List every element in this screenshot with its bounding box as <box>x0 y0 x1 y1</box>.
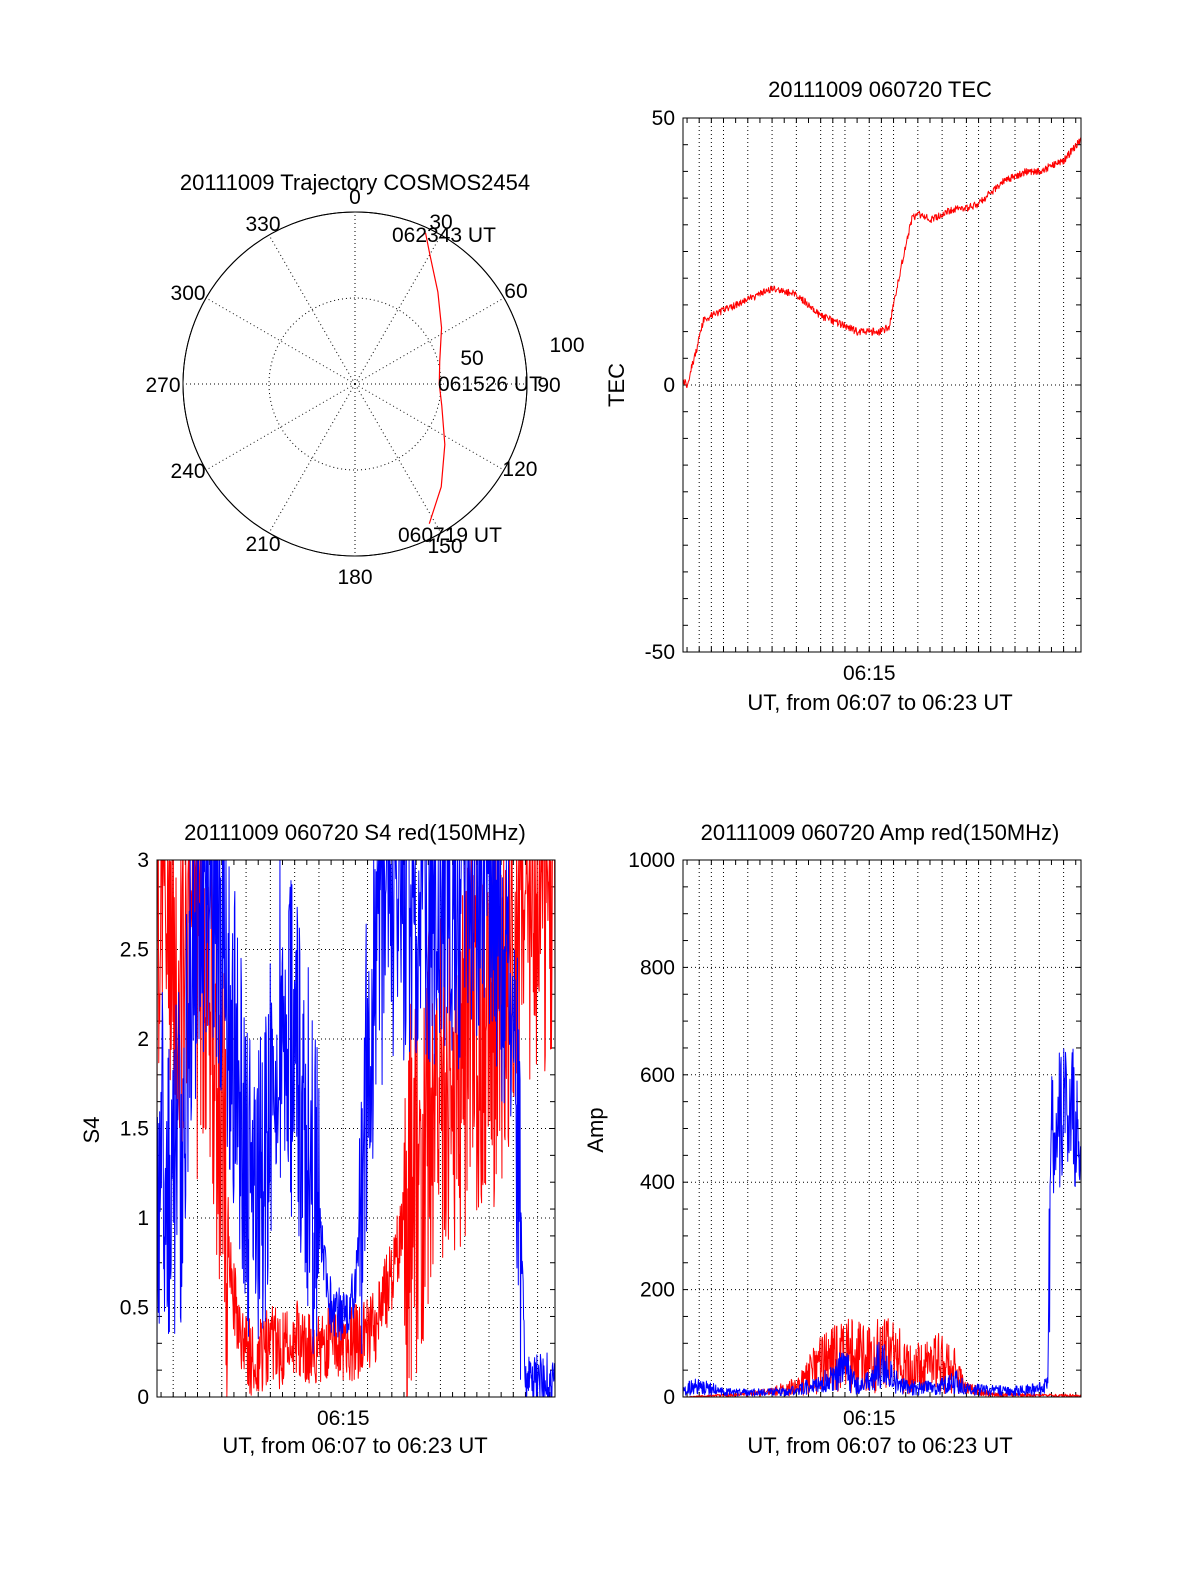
y-tick-label: 1.5 <box>120 1118 149 1141</box>
amp-panel: 20111009 060720 Amp red(150MHz) Amp UT, … <box>583 820 1082 1458</box>
polar-spoke <box>205 297 356 385</box>
polar-spoke <box>268 383 356 534</box>
tec-xlabel: UT, from 06:07 to 06:23 UT <box>747 690 1012 715</box>
polar-grid <box>182 211 528 557</box>
amp-plot-area: 0 200 400 600 800 1000 06:15 <box>628 849 1082 1430</box>
polar-track <box>424 232 446 524</box>
polar-angle-label: 30 <box>429 211 452 234</box>
polar-angle-label: 330 <box>245 213 280 236</box>
polar-spoke <box>354 383 505 471</box>
polar-annotation: 061526 UT <box>438 373 542 396</box>
polar-angle-label: 60 <box>504 280 527 303</box>
y-tick-label: -50 <box>645 641 675 664</box>
y-tick-label: 600 <box>640 1064 675 1087</box>
polar-labels: 0 30 60 90 120 150 180 210 240 270 300 330 50 100 0623… <box>145 186 584 589</box>
series-line-1 <box>682 137 1082 388</box>
polar-track-line <box>424 232 446 524</box>
amp-title: 20111009 060720 Amp red(150MHz) <box>701 820 1060 845</box>
s4-ylabel: S4 <box>79 1117 104 1144</box>
y-tick-label: 2.5 <box>120 939 149 962</box>
trajectory-polar-panel: 20111009 Trajectory COSMOS2454 0 30 60 90 12… <box>145 170 584 589</box>
tec-panel: 20111009 060720 TEC TEC UT, from 06:07 t… <box>604 77 1082 715</box>
s4-panel: 20111009 060720 S4 red(150MHz) S4 UT, fr… <box>79 820 556 1458</box>
amp-ylabel: Amp <box>583 1107 608 1152</box>
x-tick-label: 06:15 <box>843 662 896 685</box>
polar-angle-label: 180 <box>337 566 372 589</box>
polar-spoke <box>354 297 505 385</box>
plot-frame <box>682 117 1082 653</box>
plot-frame <box>682 859 1082 1398</box>
polar-annotation: 060719 UT <box>398 524 502 547</box>
s4-title: 20111009 060720 S4 red(150MHz) <box>184 820 526 845</box>
y-tick-label: 3 <box>137 849 149 872</box>
polar-angle-label: 210 <box>245 533 280 556</box>
polar-angle-label: 90 <box>537 374 560 397</box>
series-line-2 <box>682 1048 1082 1397</box>
polar-annotation: 062343 UT <box>392 224 496 247</box>
x-tick-label: 06:15 <box>317 1407 370 1430</box>
y-tick-label: 800 <box>640 956 675 979</box>
polar-angle-label: 270 <box>145 374 180 397</box>
polar-spoke <box>205 383 356 471</box>
tec-ylabel: TEC <box>604 363 629 407</box>
trajectory-title: 20111009 Trajectory COSMOS2454 <box>180 170 530 195</box>
y-tick-label: 0 <box>663 374 675 397</box>
polar-outer-ring <box>182 211 528 557</box>
y-tick-label: 1 <box>137 1207 149 1230</box>
polar-angle-label: 300 <box>171 282 206 305</box>
tec-plot-area: 50 0 -50 06:15 <box>645 107 1082 685</box>
y-tick-label: 400 <box>640 1171 675 1194</box>
y-tick-label: 1000 <box>628 849 675 872</box>
y-tick-label: 2 <box>137 1028 149 1051</box>
polar-spoke <box>354 383 442 534</box>
y-tick-label: 0 <box>663 1386 675 1409</box>
series-line-1 <box>156 859 556 1398</box>
tec-title: 20111009 060720 TEC <box>768 77 992 102</box>
polar-radial-label: 50 <box>460 347 483 370</box>
amp-xlabel: UT, from 06:07 to 06:23 UT <box>747 1433 1012 1458</box>
polar-radial-label: 100 <box>549 334 584 357</box>
y-tick-label: 200 <box>640 1279 675 1302</box>
polar-spoke <box>354 234 442 385</box>
polar-ring <box>268 297 442 471</box>
plot-frame <box>156 859 556 1398</box>
polar-angle-label: 240 <box>171 460 206 483</box>
polar-angle-label: 0 <box>349 186 361 209</box>
s4-plot-area: 0 0.5 1 1.5 2 2.5 3 06:15 <box>120 849 556 1430</box>
polar-angle-label: 150 <box>427 535 462 558</box>
polar-spoke <box>268 234 356 385</box>
y-tick-label: 0 <box>137 1386 149 1409</box>
s4-xlabel: UT, from 06:07 to 06:23 UT <box>222 1433 487 1458</box>
y-tick-label: 0.5 <box>120 1297 149 1320</box>
y-tick-label: 50 <box>652 107 675 130</box>
x-tick-label: 06:15 <box>843 1407 896 1430</box>
polar-angle-label: 120 <box>502 458 537 481</box>
